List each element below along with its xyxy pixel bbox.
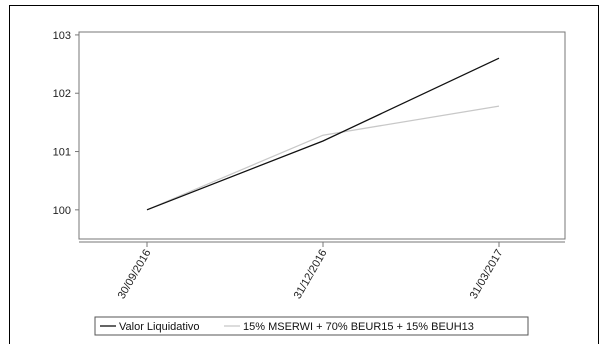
series-layer	[146, 57, 500, 211]
chart-frame	[9, 5, 599, 344]
y-tick-label-102: 102	[53, 88, 71, 100]
legend-label-series-2: 15% MSERWI + 70% BEUR15 + 15% BEUH13	[243, 321, 474, 333]
x-tick-label-1: 31/12/2016	[292, 248, 330, 302]
x-tick-label-0: 30/09/2016	[116, 248, 154, 302]
series-line-1	[146, 57, 500, 211]
y-tick-label-101: 101	[53, 147, 71, 159]
y-axis: 100 101 102 103	[53, 30, 79, 217]
y-tick-label-103: 103	[53, 30, 71, 42]
x-tick-label-2: 31/03/2017	[468, 248, 506, 302]
legend-label-series-1: Valor Liquidativo	[119, 321, 200, 333]
legend: Valor Liquidativo 15% MSERWI + 70% BEUR1…	[94, 316, 529, 336]
y-tick-label-100: 100	[53, 205, 71, 217]
series-line-2	[146, 105, 500, 211]
legend-box	[94, 316, 529, 336]
x-axis: 30/09/2016 31/12/2016 31/03/2017	[116, 242, 506, 301]
